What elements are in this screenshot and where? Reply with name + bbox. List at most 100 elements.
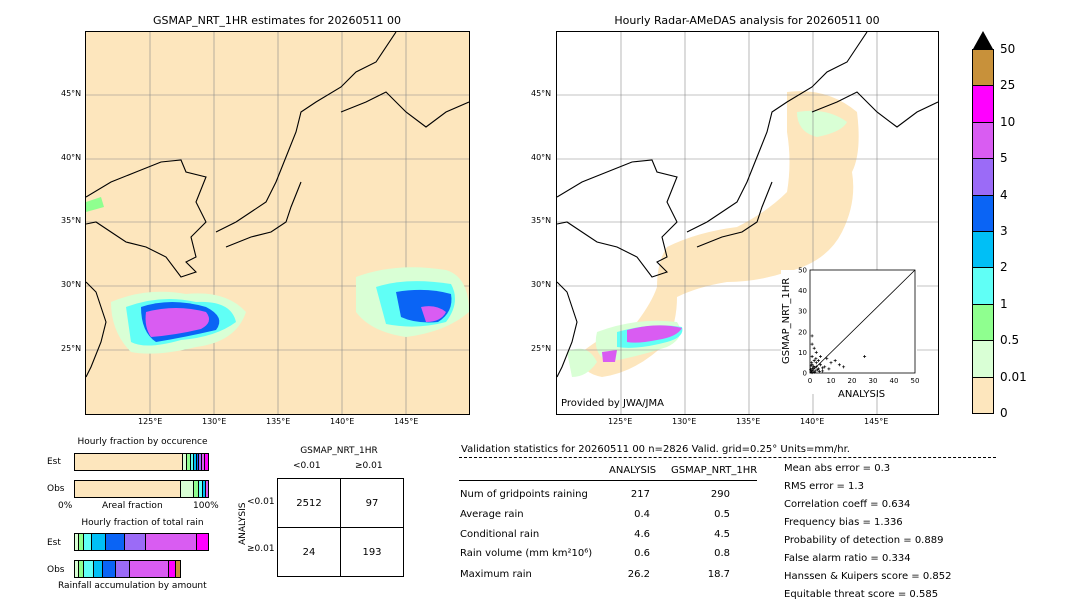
scatter-point — [863, 355, 867, 359]
validation-col-analysis: ANALYSIS — [609, 465, 657, 476]
right-lat-40: 40°N — [531, 153, 552, 162]
scatter-point — [810, 342, 814, 346]
contingency-row-axis: ANALYSIS — [238, 502, 248, 545]
validation-row-gsmap: 0.5 — [714, 509, 730, 520]
validation-row-label: Average rain — [460, 509, 524, 520]
colorbar-tick-label: 0.5 — [1000, 333, 1020, 348]
validation-row-label: Maximum rain — [460, 569, 532, 580]
scatter-point — [821, 369, 825, 373]
scatter-point — [810, 371, 814, 375]
colorbar-segment — [972, 267, 994, 305]
left-map-title: GSMAP_NRT_1HR estimates for 20260511 00 — [152, 14, 402, 27]
scatter-point — [812, 346, 816, 350]
colorbar-tick-label: 25 — [1000, 78, 1016, 93]
right-lon-130: 130°E — [672, 417, 697, 426]
scatter-point — [809, 369, 813, 373]
colorbar-tick-label: 10 — [1000, 114, 1016, 129]
right-lat-25: 25°N — [531, 344, 552, 353]
contingency-col-lt: <0.01 — [293, 461, 321, 471]
validation-score: Hanssen & Kuipers score = 0.852 — [784, 571, 952, 582]
scatter-point — [813, 370, 817, 374]
contingency-cell-21: 24 — [277, 527, 341, 577]
validation-score: Probability of detection = 0.889 — [784, 535, 944, 546]
left-lon-125: 125°E — [138, 417, 163, 426]
scatter-point — [821, 366, 825, 370]
scatter-xtick-label: 30 — [869, 377, 878, 385]
left-lon-140: 140°E — [330, 417, 355, 426]
left-lat-25: 25°N — [61, 344, 82, 353]
colorbar-segment — [972, 194, 994, 232]
contingency-cell-12: 97 — [340, 478, 404, 528]
colorbar-tick-label: 0 — [1000, 406, 1008, 420]
fraction-axis-right: 100% — [193, 501, 219, 511]
validation-row-label: Num of gridpoints raining — [460, 489, 588, 500]
validation-row-analysis: 4.6 — [634, 529, 650, 540]
colorbar-extend-arrow — [973, 31, 993, 49]
right-map-title: Hourly Radar-AMeDAS analysis for 2026051… — [614, 14, 880, 27]
validation-header: Validation statistics for 20260511 00 n=… — [461, 444, 850, 455]
scatter-point — [833, 359, 837, 363]
colorbar-segment — [972, 231, 994, 269]
scatter-xtick-label: 10 — [827, 377, 836, 385]
scatter-xtick-label: 20 — [848, 377, 857, 385]
provided-by-label: Provided by JWA/JMA — [561, 398, 664, 409]
colorbar-segment — [972, 303, 994, 342]
scatter-point — [814, 361, 818, 365]
scatter-point — [814, 365, 818, 369]
scatter-point — [825, 357, 829, 361]
scatter-ytick-label: 0 — [803, 370, 807, 378]
scatter-xtick-label: 40 — [890, 377, 899, 385]
scatter-ytick-label: 20 — [798, 328, 807, 336]
right-lon-125: 125°E — [608, 417, 633, 426]
scatter-point — [816, 359, 820, 363]
scatter-point — [812, 359, 816, 363]
colorbar-tick-label: 2 — [1000, 260, 1008, 275]
colorbar-segment — [972, 85, 994, 123]
occurrence-est-bar — [74, 453, 209, 471]
left-map-panel — [85, 31, 470, 415]
scatter-plot: 00 10 10 20 20 30 30 40 40 50 50 — [798, 267, 919, 386]
scatter-ytick-label: 10 — [798, 349, 807, 357]
validation-row-label: Conditional rain — [460, 529, 540, 540]
validation-row-gsmap: 0.8 — [714, 548, 730, 559]
colorbar-segment — [972, 158, 994, 196]
contingency-cell-11: 2512 — [277, 478, 341, 528]
scatter-ytick-label: 30 — [798, 308, 807, 316]
colorbar-tick-label: 4 — [1000, 187, 1008, 202]
validation-row-gsmap: 290 — [710, 489, 730, 500]
colorbar-tick-label: 0.01 — [1000, 369, 1027, 384]
left-lat-40: 40°N — [61, 153, 82, 162]
total-est-label: Est — [47, 538, 61, 548]
scatter-point — [817, 369, 821, 373]
scatter-point — [809, 364, 813, 368]
colorbar-segment — [972, 121, 994, 160]
contingency-row-lt: <0.01 — [247, 497, 275, 507]
scatter-point — [819, 355, 822, 359]
right-lon-145: 145°E — [864, 417, 889, 426]
validation-row-analysis: 0.6 — [634, 548, 650, 559]
left-map-svg — [86, 32, 469, 414]
total-obs-label: Obs — [47, 565, 65, 575]
colorbar-tick-label: 5 — [1000, 151, 1008, 166]
validation-col-gsmap: GSMAP_NRT_1HR — [671, 465, 758, 476]
validation-score: Mean abs error = 0.3 — [784, 463, 891, 474]
left-coastline — [86, 32, 469, 378]
validation-row-label: Rain volume (mm km²10⁶) — [460, 548, 593, 559]
validation-row-gsmap: 4.5 — [714, 529, 730, 540]
validation-row-analysis: 26.2 — [627, 569, 650, 580]
left-lon-130: 130°E — [202, 417, 227, 426]
occurrence-obs-bar — [74, 480, 209, 498]
validation-score: Frequency bias = 1.336 — [784, 517, 903, 528]
occurrence-est-label: Est — [47, 457, 61, 467]
scatter-point — [815, 368, 819, 372]
left-rain-fields — [86, 197, 469, 354]
scatter-ylabel: GSMAP_NRT_1HR — [781, 277, 792, 364]
scatter-point — [842, 365, 846, 369]
scatter-point — [812, 364, 816, 368]
colorbar-tick-label: 3 — [1000, 224, 1008, 238]
rainfall-accum-footer: Rainfall accumulation by amount — [58, 581, 207, 591]
scatter-point — [823, 365, 827, 369]
validation-score: False alarm ratio = 0.334 — [784, 553, 911, 564]
validation-row-analysis: 0.4 — [634, 509, 650, 520]
right-lon-140: 140°E — [800, 417, 825, 426]
